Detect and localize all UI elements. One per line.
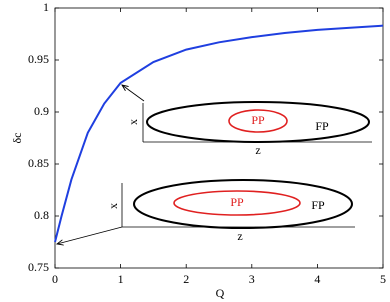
inset-label: FP	[315, 119, 329, 133]
y-axis-label: δc	[10, 133, 24, 144]
x-tick-label: 1	[118, 272, 124, 286]
inset-label: PP	[251, 113, 265, 127]
x-tick-label: 4	[314, 272, 320, 286]
y-tick-label: 0.95	[28, 52, 49, 66]
x-tick-label: 3	[249, 272, 255, 286]
data-line	[54, 24, 384, 243]
inset-label: FP	[311, 198, 325, 212]
inset-label: PP	[230, 195, 244, 209]
x-axis-label: Q	[216, 286, 225, 300]
inset-axis-label: z	[255, 143, 260, 157]
y-tick-label: 1	[43, 0, 49, 14]
x-tick-label: 2	[183, 272, 189, 286]
inset-axis-label: z	[237, 229, 242, 243]
inset-axis-label: x	[126, 119, 140, 125]
x-tick-label: 0	[52, 272, 58, 286]
y-tick-label: 0.75	[28, 260, 49, 274]
inset-lower: PP FP x z	[57, 179, 355, 244]
y-tick-label: 0.85	[28, 156, 49, 170]
x-tick-label: 5	[380, 272, 386, 286]
y-tick-label: 0.9	[34, 104, 49, 118]
inset-upper: PP FP x z	[122, 85, 372, 157]
y-tick-label: 0.8	[34, 208, 49, 222]
inset-axis-label: x	[106, 203, 120, 209]
plot-frame	[54, 7, 384, 269]
